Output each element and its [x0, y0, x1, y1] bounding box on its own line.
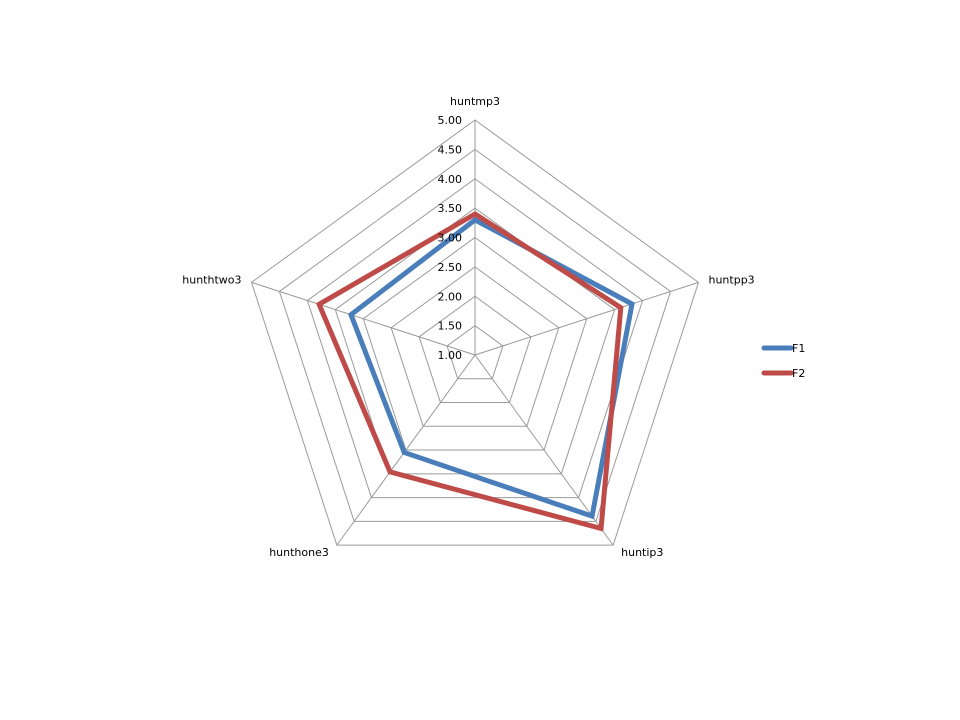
radar-grid: [250, 119, 700, 546]
category-label: huntpp3: [708, 273, 754, 286]
tick-label: 2.00: [438, 290, 463, 303]
series-group: [315, 211, 635, 532]
tick-labels: 1.00 1.50 2.00 2.50 3.00 3.50 4.00 4.50 5.00: [438, 114, 463, 362]
category-labels: huntmp3 huntpp3 huntip3 hunthone3 hunthtwo3: [182, 95, 754, 559]
category-label: hunthone3: [269, 546, 329, 559]
tick-label: 3.00: [438, 232, 463, 245]
legend-label: F1: [792, 342, 805, 355]
category-label: huntip3: [621, 546, 663, 559]
tick-label: 1.50: [438, 320, 463, 333]
series-F1-line: [347, 216, 635, 520]
grid-ring: [446, 325, 504, 380]
grid-ring: [362, 236, 588, 451]
tick-label: 2.50: [438, 261, 463, 274]
category-label: hunthtwo3: [182, 273, 241, 286]
spoke-line: [474, 281, 699, 356]
grid-ring: [250, 119, 700, 546]
tick-label: 5.00: [438, 114, 463, 127]
tick-label: 3.50: [438, 202, 463, 215]
grid-ring: [278, 148, 672, 522]
grid-ring: [390, 266, 560, 427]
series-F2-line: [315, 211, 624, 532]
tick-label: 1.00: [438, 349, 463, 362]
spoke-line: [251, 281, 476, 356]
grid-ring: [306, 178, 644, 499]
tick-label: 4.50: [438, 143, 463, 156]
grid-ring: [418, 295, 532, 404]
legend-label: F2: [792, 367, 805, 380]
legend: F1 F2: [761, 342, 805, 380]
category-label: huntmp3: [450, 95, 500, 108]
tick-label: 4.00: [438, 173, 463, 186]
